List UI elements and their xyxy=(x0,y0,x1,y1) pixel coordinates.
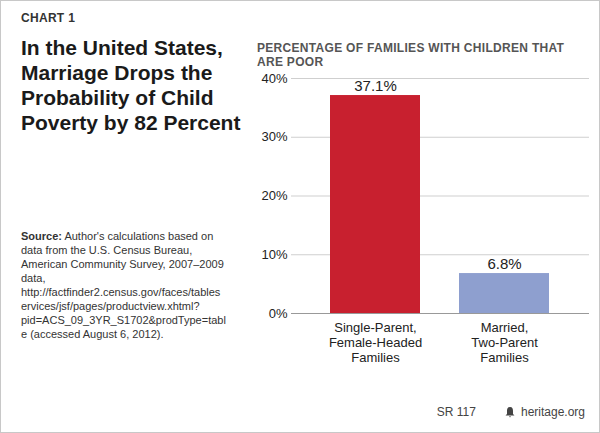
html-text:In the United States, Marriage: In the United States, Marriage Drops the… xyxy=(21,36,241,134)
html-text:PERCENTAGE OF FAMILIES WITH CH: PERCENTAGE OF FAMILIES WITH CHILDREN THA… xyxy=(257,41,565,69)
svg-text:0%: 0% xyxy=(269,306,288,321)
html-text:CHART 1: CHART 1 xyxy=(21,11,76,25)
svg-text:40%: 40% xyxy=(261,71,287,86)
svg-text:10%: 10% xyxy=(261,247,287,262)
svg-text:30%: 30% xyxy=(261,129,287,144)
svg-text:6.8%: 6.8% xyxy=(487,255,521,272)
html-text:SR 117: SR 117 xyxy=(436,405,476,419)
svg-text:20%: 20% xyxy=(261,188,287,203)
html-text:heritage.org: heritage.org xyxy=(521,405,585,419)
svg-text:Married,Two-ParentFamilies: Married,Two-ParentFamilies xyxy=(471,320,538,365)
svg-text:Single-Parent,Female-HeadedFam: Single-Parent,Female-HeadedFamilies xyxy=(329,320,422,365)
html-text:Source: Author's calculations: Source: Author's calculations based on d… xyxy=(21,230,226,340)
svg-text:37.1%: 37.1% xyxy=(354,77,397,94)
